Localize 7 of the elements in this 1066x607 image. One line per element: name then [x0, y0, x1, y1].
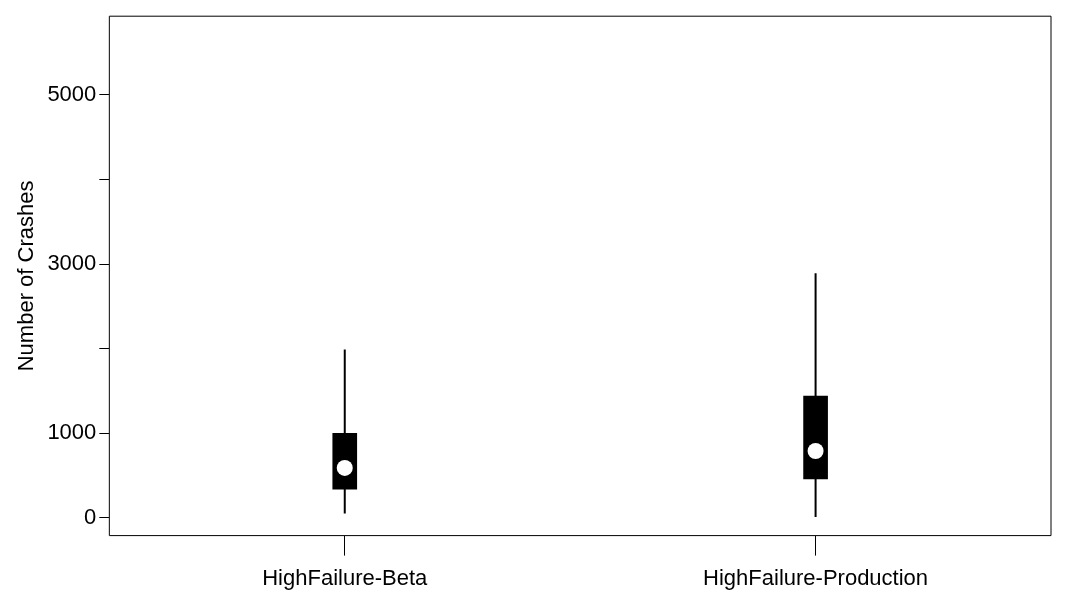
- y-tick-label: 3000: [47, 250, 97, 276]
- y-tick-label: 5000: [47, 80, 97, 106]
- y-axis-title: Number of Crashes: [13, 180, 39, 372]
- y-tick-label: 0: [84, 503, 97, 529]
- x-tick-label: HighFailure-Production: [703, 564, 929, 590]
- x-tick-label: HighFailure-Beta: [262, 564, 429, 590]
- y-tick-label: 1000: [47, 419, 97, 445]
